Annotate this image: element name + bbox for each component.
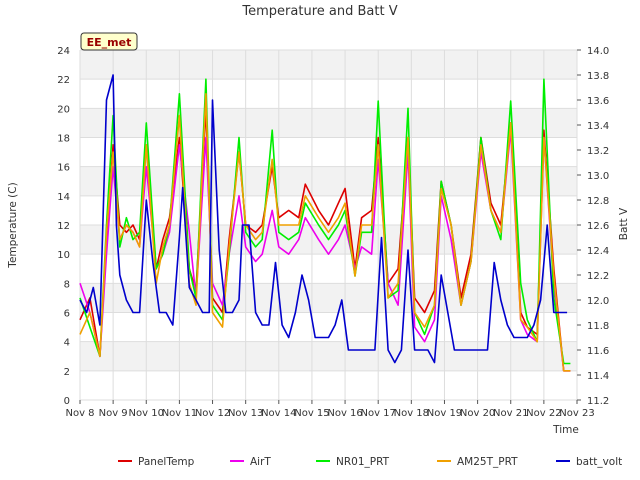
y-tick-label: 6 (64, 309, 70, 320)
legend-item-paneltemp: PanelTemp (118, 456, 195, 468)
y2-tick-label: 14.0 (587, 46, 609, 57)
x-tick-label: Nov 23 (559, 408, 594, 419)
y-tick-label: 16 (57, 163, 70, 174)
y2-tick-label: 13.8 (587, 71, 609, 82)
x-tick-label: Nov 8 (65, 408, 94, 419)
legend: PanelTemp AirT NR01_PRT AM25T_PRT batt_volt (118, 456, 622, 468)
plot-band (80, 166, 577, 196)
legend-item-batt-volt: batt_volt (556, 456, 622, 468)
plot-bands (80, 50, 577, 371)
y-tick-label: 20 (57, 104, 70, 115)
series-line-am25t-prt (79, 93, 571, 372)
y2-tick-label: 11.2 (587, 396, 609, 407)
y2-tick-label: 13.4 (587, 121, 609, 132)
y2-tick-label: 13.0 (587, 171, 609, 182)
y2-tick-label: 12.4 (587, 246, 609, 257)
legend-label: AM25T_PRT (457, 456, 518, 468)
legend-label: NR01_PRT (336, 456, 390, 468)
y-axis-right: 11.2 11.4 11.6 11.8 12.0 12.2 12.4 12.6 12.8 13.0… (577, 46, 609, 407)
y-tick-label: 8 (64, 279, 70, 290)
x-tick-label: Nov 14 (261, 408, 296, 419)
legend-label: PanelTemp (138, 456, 195, 468)
station-badge: EE_met (80, 32, 138, 51)
y2-tick-label: 13.2 (587, 146, 609, 157)
y2-tick-label: 12.0 (587, 296, 609, 307)
y-tick-label: 12 (57, 221, 70, 232)
y-tick-label: 4 (64, 338, 70, 349)
chart-title: Temperature and Batt V (241, 4, 397, 19)
plot-band (80, 283, 577, 313)
x-tick-label: Nov 20 (460, 408, 495, 419)
x-tick-label: Nov 9 (99, 408, 128, 419)
y-tick-label: 2 (64, 367, 70, 378)
legend-item-airt: AirT (230, 456, 271, 468)
x-tick-label: Nov 10 (129, 408, 164, 419)
legend-item-am25t-prt: AM25T_PRT (437, 456, 518, 468)
station-badge-box (80, 32, 138, 51)
y-tick-label: 18 (57, 134, 70, 145)
x-tick-label: Nov 18 (394, 408, 429, 419)
y-tick-label: 10 (57, 250, 70, 261)
y-tick-label: 22 (57, 75, 70, 86)
plot-band (80, 341, 577, 371)
x-tick-label: Nov 11 (162, 408, 197, 419)
legend-label: AirT (250, 456, 271, 468)
x-axis-label: Time (552, 424, 579, 436)
x-tick-label: Nov 12 (195, 408, 230, 419)
y-tick-label: 0 (64, 396, 70, 407)
plot-band (80, 108, 577, 138)
x-tick-label: Nov 15 (294, 408, 329, 419)
legend-label: batt_volt (576, 456, 622, 468)
x-tick-label: Nov 13 (228, 408, 263, 419)
legend-item-nr01-prt: NR01_PRT (316, 456, 390, 468)
x-tick-label: Nov 17 (360, 408, 395, 419)
y2-tick-label: 11.8 (587, 321, 609, 332)
x-tick-label: Nov 22 (526, 408, 561, 419)
y2-tick-label: 11.4 (587, 371, 609, 382)
y2-tick-label: 13.6 (587, 96, 609, 107)
y2-tick-label: 12.2 (587, 271, 609, 282)
x-tick-label: Nov 19 (427, 408, 462, 419)
series-lines (79, 74, 571, 372)
y-tick-label: 14 (57, 192, 70, 203)
y2-tick-label: 12.8 (587, 196, 609, 207)
x-tick-label: Nov 21 (493, 408, 528, 419)
y2-tick-label: 12.6 (587, 221, 609, 232)
gridlines (79, 49, 578, 401)
y-axis-label: Temperature (C) (7, 182, 19, 268)
y-tick-label: 24 (57, 46, 70, 57)
y2-tick-label: 11.6 (587, 346, 609, 357)
x-tick-label: Nov 16 (327, 408, 362, 419)
y2-axis-label: Batt V (618, 207, 630, 240)
series-line-batt-volt (79, 74, 568, 364)
station-badge-text: EE_met (87, 36, 132, 49)
plot-band (80, 50, 577, 80)
